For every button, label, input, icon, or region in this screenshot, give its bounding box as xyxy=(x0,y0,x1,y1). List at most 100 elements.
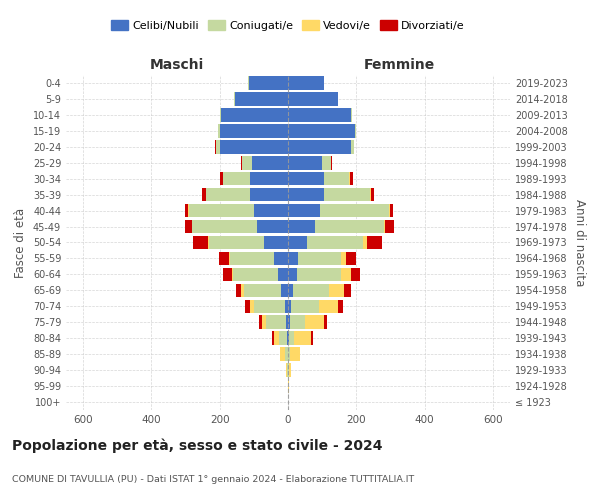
Bar xyxy=(288,364,289,377)
Bar xyxy=(305,316,324,329)
Legend: Celibi/Nubili, Coniugati/e, Vedovi/e, Divorziati/e: Celibi/Nubili, Coniugati/e, Vedovi/e, Di… xyxy=(107,16,469,35)
Bar xyxy=(219,252,229,265)
Bar xyxy=(285,348,287,361)
Bar xyxy=(257,220,288,234)
Bar xyxy=(221,108,288,122)
Bar xyxy=(390,204,393,218)
Bar xyxy=(383,220,385,234)
Bar xyxy=(324,316,327,329)
Bar xyxy=(242,156,252,170)
Bar xyxy=(292,300,319,313)
Bar xyxy=(350,172,353,186)
Bar xyxy=(233,268,278,281)
Bar xyxy=(230,252,274,265)
Bar xyxy=(288,140,351,153)
Bar xyxy=(367,236,382,250)
Text: Femmine: Femmine xyxy=(364,58,434,72)
Bar xyxy=(338,300,343,313)
Bar xyxy=(209,236,264,250)
Bar xyxy=(288,172,324,186)
Bar xyxy=(235,92,288,106)
Bar xyxy=(351,108,352,122)
Bar xyxy=(341,252,346,265)
Bar xyxy=(288,348,290,361)
Bar xyxy=(363,236,367,250)
Bar xyxy=(287,332,288,345)
Bar xyxy=(284,300,288,313)
Bar xyxy=(288,108,351,122)
Bar xyxy=(232,268,233,281)
Bar xyxy=(262,316,266,329)
Bar xyxy=(288,92,338,106)
Bar xyxy=(223,172,250,186)
Bar xyxy=(290,348,300,361)
Bar xyxy=(288,124,355,138)
Bar xyxy=(341,268,351,281)
Bar xyxy=(288,236,307,250)
Bar xyxy=(274,252,288,265)
Bar xyxy=(191,220,193,234)
Bar xyxy=(189,204,254,218)
Bar xyxy=(202,188,206,202)
Bar xyxy=(272,332,274,345)
Bar xyxy=(288,268,296,281)
Bar xyxy=(307,236,363,250)
Bar xyxy=(193,220,257,234)
Bar xyxy=(288,316,290,329)
Text: Popolazione per età, sesso e stato civile - 2024: Popolazione per età, sesso e stato civil… xyxy=(12,438,383,453)
Bar xyxy=(278,268,288,281)
Bar xyxy=(185,204,188,218)
Bar xyxy=(193,236,208,250)
Text: Maschi: Maschi xyxy=(150,58,204,72)
Bar xyxy=(252,156,288,170)
Bar xyxy=(296,268,341,281)
Bar xyxy=(389,204,390,218)
Text: COMUNE DI TAVULLIA (PU) - Dati ISTAT 1° gennaio 2024 - Elaborazione TUTTITALIA.I: COMUNE DI TAVULLIA (PU) - Dati ISTAT 1° … xyxy=(12,476,414,484)
Bar xyxy=(208,236,209,250)
Bar xyxy=(220,108,221,122)
Bar xyxy=(288,380,289,393)
Bar xyxy=(371,188,374,202)
Bar xyxy=(218,124,220,138)
Bar xyxy=(322,156,331,170)
Bar xyxy=(288,188,324,202)
Bar xyxy=(266,316,286,329)
Bar xyxy=(385,220,394,234)
Bar xyxy=(274,332,279,345)
Bar xyxy=(259,316,262,329)
Bar xyxy=(355,124,356,138)
Bar xyxy=(254,204,288,218)
Bar xyxy=(320,204,389,218)
Bar xyxy=(344,284,351,297)
Bar xyxy=(286,364,287,377)
Bar xyxy=(351,140,354,153)
Bar xyxy=(298,252,341,265)
Bar xyxy=(250,188,288,202)
Bar xyxy=(287,364,288,377)
Bar xyxy=(248,76,249,90)
Bar xyxy=(351,268,360,281)
Bar xyxy=(288,332,289,345)
Bar xyxy=(280,348,285,361)
Bar xyxy=(346,252,356,265)
Bar xyxy=(245,300,250,313)
Bar xyxy=(185,220,191,234)
Bar xyxy=(288,156,322,170)
Bar xyxy=(220,124,288,138)
Y-axis label: Fasce di età: Fasce di età xyxy=(14,208,27,278)
Bar xyxy=(294,332,311,345)
Bar xyxy=(220,140,288,153)
Bar xyxy=(241,284,244,297)
Bar xyxy=(329,284,344,297)
Bar xyxy=(250,172,288,186)
Bar xyxy=(286,316,288,329)
Bar xyxy=(216,140,220,153)
Bar xyxy=(311,332,313,345)
Bar xyxy=(331,156,332,170)
Bar xyxy=(264,236,288,250)
Bar xyxy=(288,300,292,313)
Bar xyxy=(188,204,189,218)
Bar xyxy=(220,172,223,186)
Bar xyxy=(290,316,305,329)
Bar xyxy=(206,188,250,202)
